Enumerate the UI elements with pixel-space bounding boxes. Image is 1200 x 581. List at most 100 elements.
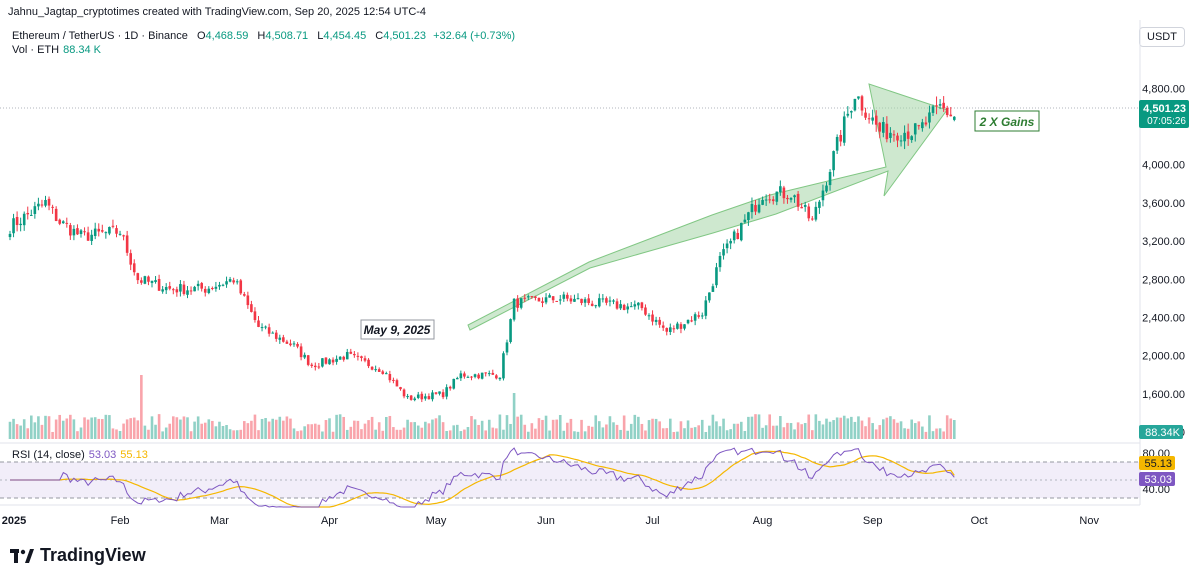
volume-bar [509, 423, 512, 439]
volume-bar [637, 416, 640, 439]
volume-bar [779, 416, 782, 439]
volume-bar [232, 430, 235, 439]
rsi-legend: RSI (14, close) 53.03 55.13 [12, 449, 148, 461]
candle-body [512, 298, 516, 320]
symbol-name[interactable]: Ethereum / TetherUS · 1D · Binance [12, 30, 188, 42]
volume-bar [580, 419, 583, 439]
volume-bar [463, 429, 466, 439]
candle-body [491, 372, 495, 375]
volume-bar [921, 426, 924, 439]
price-tick-label: 3,600.00 [1142, 198, 1185, 210]
candle-body [172, 289, 175, 291]
axes[interactable]: 1,200.001,600.002,000.002,400.002,800.00… [2, 83, 1185, 527]
volume-bar [356, 420, 360, 439]
candle-body [828, 171, 832, 186]
volume-bar [466, 427, 470, 439]
brand-name: TradingView [40, 545, 146, 565]
volume-label[interactable]: Vol · ETH [12, 44, 60, 56]
candle-body [424, 396, 427, 399]
volume-bar [83, 417, 86, 439]
volume-bar [690, 427, 693, 439]
gain-arrow-drawing[interactable] [467, 83, 948, 331]
volume-bar [828, 421, 832, 439]
candle-body [374, 369, 377, 371]
volume-bar [633, 414, 637, 439]
volume-bar [37, 416, 40, 439]
candle-body [527, 296, 530, 298]
volume-bar [427, 423, 431, 439]
candlesticks[interactable] [8, 94, 956, 403]
candle-body [498, 377, 502, 380]
volume-bar [40, 424, 44, 439]
candle-body [90, 234, 93, 241]
candle-body [587, 298, 590, 304]
tradingview-logo[interactable]: TradingView [10, 545, 146, 566]
volume-bar [225, 424, 228, 439]
candle-body [921, 122, 924, 129]
candle-body [882, 121, 885, 133]
candle-body [633, 304, 637, 307]
volume-bar [527, 431, 530, 439]
volume-bar [115, 429, 118, 439]
volume-bar [200, 423, 203, 439]
volume-bar [498, 414, 502, 439]
volume-bar [771, 425, 775, 439]
candle-body [207, 288, 211, 293]
volume-bar [562, 430, 566, 439]
candle-body [544, 297, 548, 303]
volume-bar [867, 417, 871, 439]
volume-bar [321, 431, 324, 439]
time-tick-label: Aug [753, 515, 773, 527]
volume-bar [345, 429, 349, 439]
volume-bar [495, 428, 498, 439]
may-annotation[interactable]: May 9, 2025 [360, 319, 435, 340]
volume-bar [949, 418, 953, 439]
candle-body [175, 289, 179, 293]
gains-annotation[interactable]: 2 X Gains [974, 110, 1040, 132]
candle-body [874, 115, 878, 125]
volume-bar [331, 431, 335, 439]
volume-bar [207, 419, 211, 439]
candle-body [534, 296, 537, 298]
volume-bar [12, 418, 15, 439]
candle-body [193, 286, 196, 292]
candle-body [136, 273, 140, 281]
volume-bar [147, 429, 150, 439]
candle-body [647, 315, 651, 317]
candle-body [821, 190, 825, 201]
volume-bar [175, 417, 179, 439]
currency-button[interactable]: USDT [1139, 27, 1185, 47]
volume-bar [285, 416, 289, 439]
candle-body [253, 311, 257, 321]
candle-body [573, 298, 576, 302]
low-value: 4,454.45 [323, 30, 367, 42]
candle-body [818, 201, 821, 208]
rsi-label[interactable]: RSI (14, close) [12, 449, 85, 461]
candle-body [19, 223, 22, 226]
volume-legend: Vol · ETH 88.34 K [12, 44, 101, 56]
volume-bar [942, 431, 945, 439]
volume-bar [235, 430, 239, 439]
volume-bar [782, 427, 786, 439]
change-value: +32.64 (+0.73%) [433, 30, 516, 42]
volume-bar [729, 429, 732, 439]
candle-body [370, 366, 374, 370]
volume-bar [693, 427, 697, 439]
candle-body [299, 346, 303, 358]
volume-bar [179, 419, 182, 439]
candle-body [594, 305, 598, 307]
time-tick-label: Mar [210, 515, 229, 527]
candle-body [338, 356, 342, 360]
volume-bar [189, 431, 193, 439]
volume-bar [278, 416, 282, 439]
candle-body [835, 136, 839, 151]
candle-body [502, 353, 505, 379]
candle-body [548, 295, 551, 298]
volume-bar [44, 415, 47, 439]
candle-body [750, 203, 754, 213]
candle-body [640, 302, 644, 309]
candle-body [903, 132, 906, 142]
volume-bar [743, 431, 747, 439]
candle-body [416, 394, 420, 398]
